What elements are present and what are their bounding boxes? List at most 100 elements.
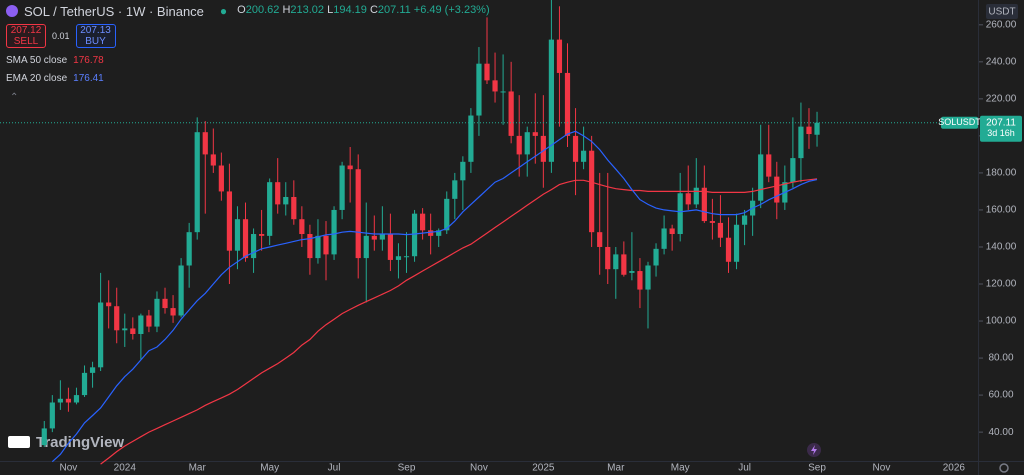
candle-body (403, 256, 410, 258)
candle-body (452, 180, 458, 199)
logo-text: TradingView (36, 434, 124, 451)
status-line: SOL / TetherUS · 1W · Binance ● O200.62 … (6, 4, 490, 19)
candle-body (653, 248, 659, 266)
candle-body (709, 221, 715, 223)
plot-area (41, 0, 820, 465)
candle-body (122, 328, 128, 331)
candle-body (73, 395, 80, 403)
candle-body (186, 232, 192, 266)
candle-body (81, 372, 88, 396)
candle-body (774, 176, 780, 203)
ohlc-value: 194.19 (333, 4, 367, 16)
symbol-icon (6, 5, 18, 17)
candle-body (669, 228, 675, 235)
ohlc-value: 200.62 (245, 4, 280, 16)
candle-body (484, 63, 490, 81)
ma-line (100, 178, 818, 465)
candle-body (420, 213, 426, 231)
candle-body (758, 154, 764, 201)
y-tick-label: 220.00 (986, 94, 1017, 105)
legend-sma: SMA 50 close 176.78 (6, 55, 104, 66)
ohlc-label: L (327, 4, 334, 16)
currency-button[interactable] (986, 4, 1018, 19)
x-tick-label: Nov (470, 463, 488, 474)
candle-body (548, 39, 554, 162)
candle-body (806, 126, 812, 135)
candle-body (476, 63, 482, 116)
candle-body (49, 402, 55, 429)
candle-body (106, 302, 112, 307)
last-price-box (980, 115, 1022, 142)
candle-body (299, 219, 305, 235)
candle-body (387, 234, 394, 260)
candle-body (114, 306, 120, 331)
x-tick-label: Nov (873, 463, 891, 474)
buy-button[interactable]: 207.13 BUY (75, 24, 116, 48)
candle-body (597, 232, 603, 247)
symbol-title[interactable]: SOL / TetherUS · 1W · Binance (24, 4, 204, 19)
y-tick-label: 240.00 (986, 56, 1017, 67)
candle-body (363, 235, 369, 259)
x-tick-label: Mar (189, 463, 207, 474)
candle-body (202, 132, 208, 155)
candle-body (701, 187, 707, 222)
candle-body (315, 235, 321, 259)
x-tick-label: Nov (60, 463, 78, 474)
candle-body (234, 219, 241, 251)
candle-body (178, 265, 184, 316)
buy-price[interactable]: 207.13 (80, 25, 111, 36)
candle-body (331, 209, 337, 255)
x-tick-label: Sep (398, 463, 416, 474)
candle-body (57, 398, 63, 403)
trade-buttons: 207.12 SELL 0.01 207.13 BUY (6, 24, 116, 48)
currency[interactable]: USDT (988, 7, 1015, 18)
y-tick-label: 180.00 (986, 168, 1017, 179)
candle-body (218, 165, 224, 192)
candle-body (677, 193, 683, 235)
candle-body (154, 298, 160, 327)
candle-body (572, 135, 579, 162)
sell-label[interactable]: SELL (13, 36, 39, 47)
legend-name[interactable]: SMA 50 close (6, 55, 68, 66)
candle-body (411, 213, 418, 257)
candle-body (379, 234, 385, 240)
candle-body (468, 115, 474, 162)
candle-body (540, 135, 546, 162)
replay-icon[interactable] (807, 443, 821, 457)
sell-price[interactable]: 207.12 (10, 25, 42, 36)
candle-body (685, 193, 691, 205)
ohlc: O200.62 H213.02 L194.19 C207.11 +6.49 (+… (237, 4, 489, 19)
candle-body (532, 132, 538, 136)
candle-body (444, 198, 450, 231)
ohlc-label: C (369, 4, 378, 16)
x-tick-label: May (260, 463, 279, 474)
settings-icon[interactable] (999, 463, 1009, 473)
collapse-button[interactable]: ⌃ (10, 92, 19, 103)
candle-body (138, 315, 144, 334)
candle-body (259, 234, 265, 236)
x-tick-label: 2025 (532, 463, 555, 474)
y-tick-label: 40.00 (988, 427, 1013, 438)
legend-name[interactable]: EMA 20 close (6, 73, 68, 84)
candle-body (637, 271, 643, 290)
candle-body (98, 302, 104, 368)
x-tick-label: Sep (808, 463, 826, 474)
sell-button[interactable]: 207.12 SELL (6, 24, 46, 48)
candle-body (508, 91, 514, 136)
y-tick-label: 120.00 (986, 279, 1017, 290)
candle-body (226, 191, 233, 251)
x-tick-label: Jul (328, 463, 341, 474)
x-tick-label: Jul (738, 463, 751, 474)
candle-body (371, 235, 377, 240)
ma-line (51, 130, 818, 463)
candle-body (629, 271, 635, 273)
candle-body (790, 158, 796, 183)
candle-body (556, 39, 563, 73)
candle-body (605, 246, 611, 270)
candle-body (162, 298, 168, 309)
buy-label[interactable]: BUY (85, 36, 106, 47)
symbol-tag: SOLUSDT (938, 117, 981, 127)
candle-body (436, 230, 442, 236)
candle-body (210, 154, 216, 166)
